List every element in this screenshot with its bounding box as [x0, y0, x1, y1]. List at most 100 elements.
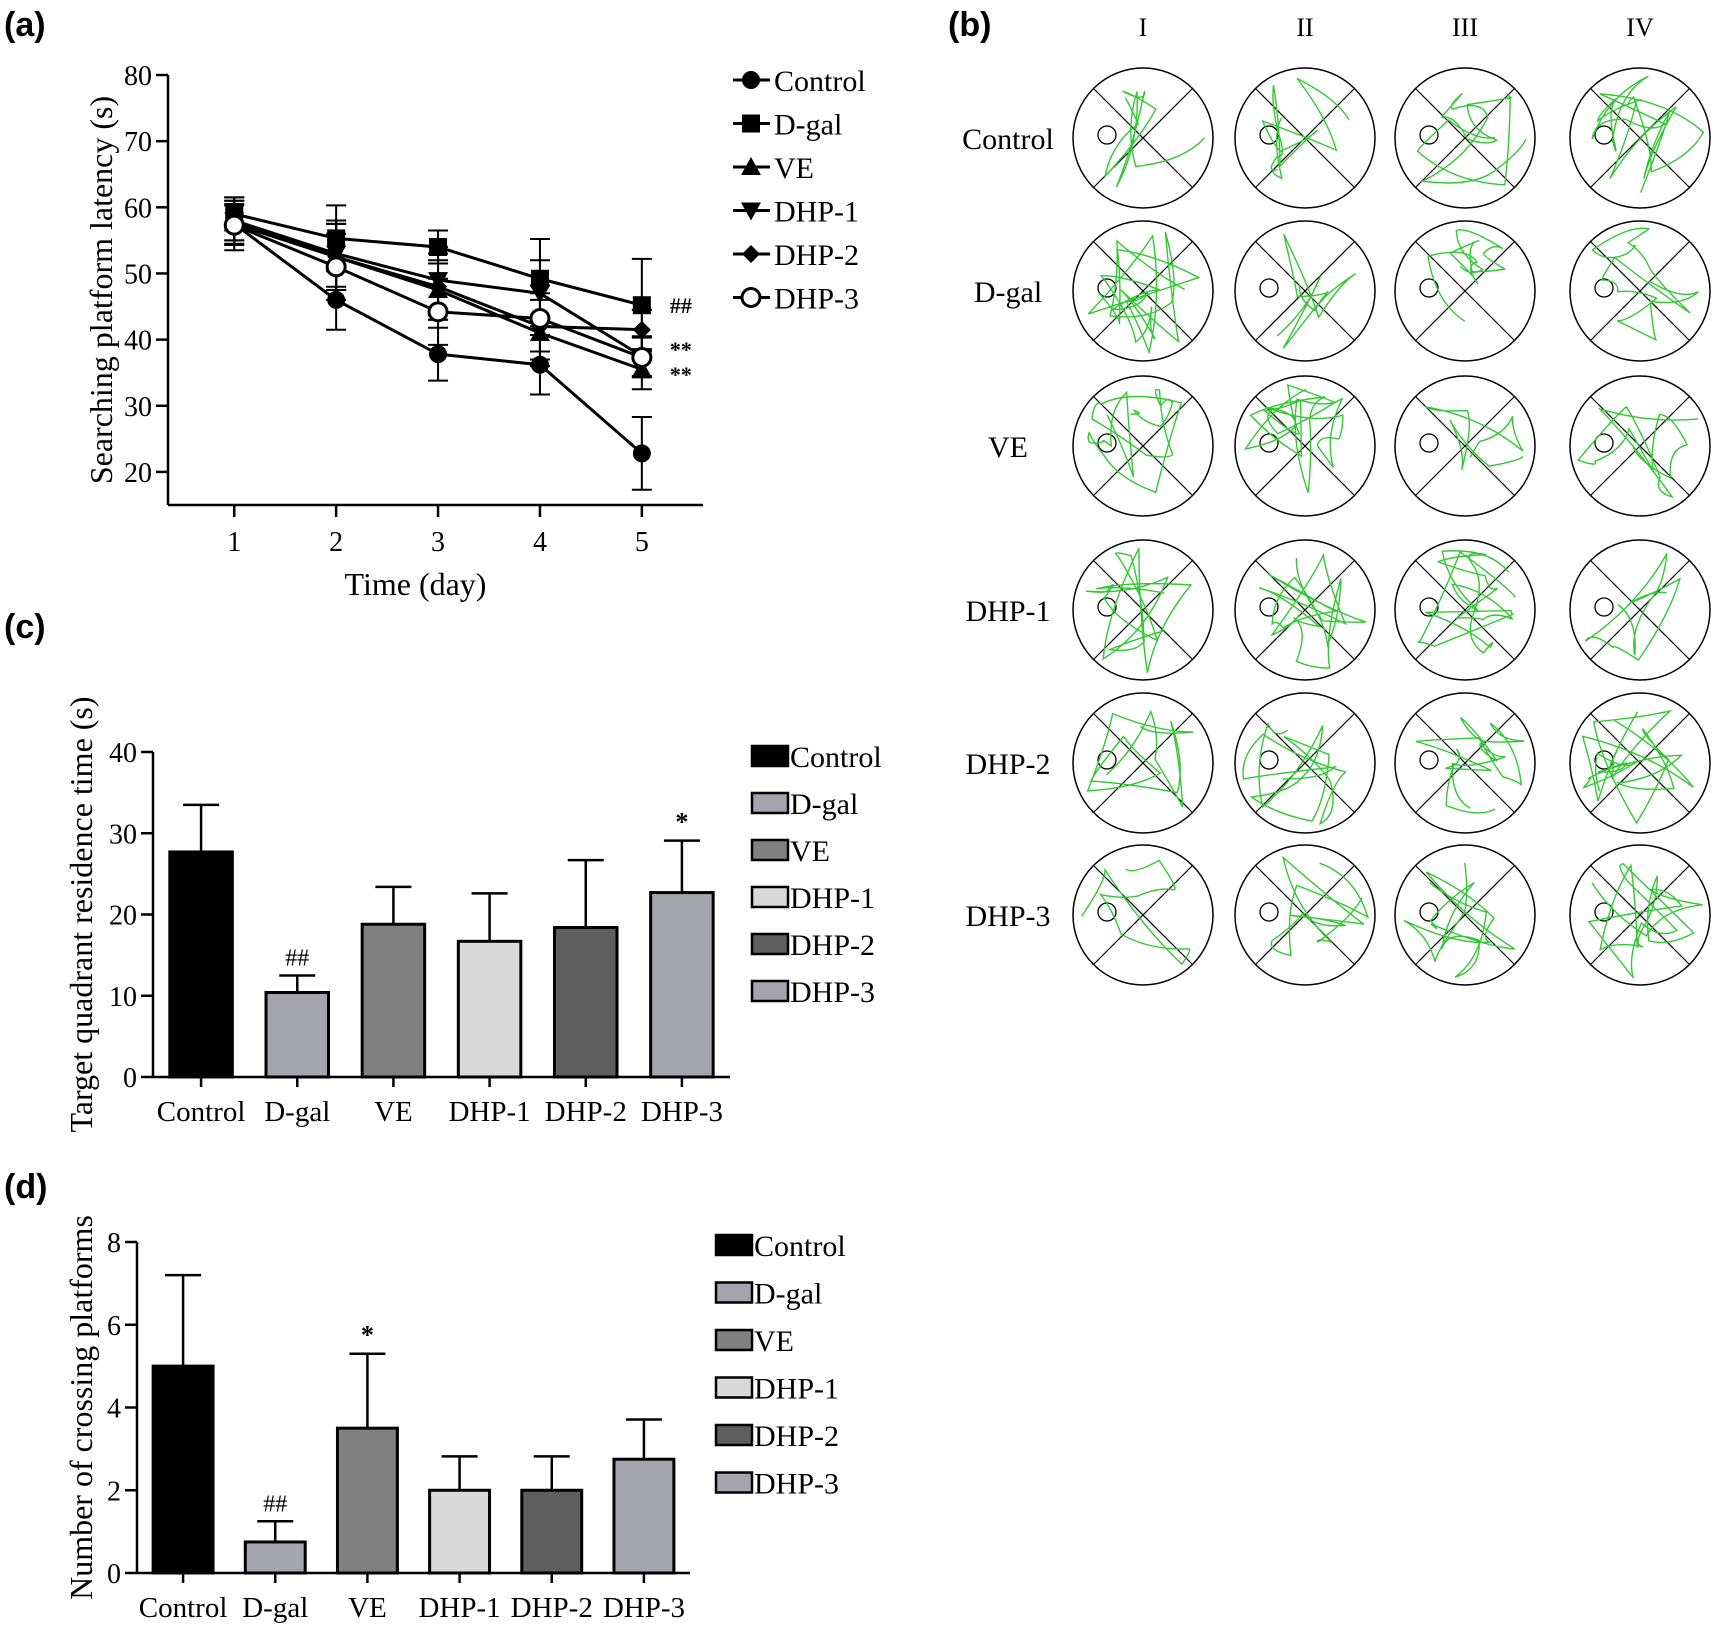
data-point [632, 320, 651, 339]
quadrant-line [1415, 396, 1515, 496]
row-label: D-gal [974, 276, 1042, 309]
quadrant-line [1093, 865, 1193, 965]
legend-swatch [750, 979, 790, 1003]
significance-mark: * [361, 1321, 374, 1350]
quadrant-line [1093, 713, 1193, 813]
y-tick-label: 80 [124, 61, 152, 92]
y-axis-title: Target quadrant residence time (s) [63, 696, 99, 1132]
legend-label: Control [754, 1230, 846, 1263]
y-tick-label: 2 [107, 1476, 121, 1507]
data-point [631, 346, 653, 368]
swim-track [1258, 552, 1367, 669]
track-cell [1394, 844, 1536, 986]
platform-circle [1419, 278, 1439, 298]
swim-track [1081, 859, 1191, 966]
quadrant-line [1255, 713, 1355, 813]
column-header: II [1296, 13, 1313, 42]
significance-mark: ** [670, 362, 692, 387]
y-tick-label: 8 [107, 1228, 121, 1259]
y-tick-label: 0 [107, 1559, 121, 1590]
legend-label: DHP-2 [774, 239, 859, 272]
legend-swatch [714, 1423, 754, 1447]
bar [264, 991, 331, 1079]
legend-marker [741, 202, 761, 221]
legend-label: VE [774, 152, 814, 185]
legend-marker [742, 245, 760, 263]
platform-circle [1259, 433, 1279, 453]
bar-chart-crossings: 0 2 4 6 8 Control Control D-gal D-gal VE VE DHP-1 DH… [63, 1215, 846, 1624]
x-tick-label: 2 [329, 527, 343, 558]
bar [360, 922, 427, 1079]
legend-label: DHP-3 [754, 1468, 839, 1501]
bar [520, 1488, 584, 1575]
x-tick-label: DHP-3 [603, 1592, 685, 1624]
track-cell [1072, 67, 1214, 209]
y-tick-label: 10 [109, 982, 137, 1013]
data-point [632, 444, 651, 463]
bar [428, 1488, 492, 1575]
quadrant-line [1093, 396, 1193, 496]
swim-track [1416, 92, 1527, 186]
x-tick-label: 4 [533, 527, 547, 558]
quadrant-line [1093, 560, 1193, 660]
platform-circle [1594, 597, 1614, 617]
legend-label: DHP-1 [790, 882, 875, 915]
quadrant-line [1255, 241, 1355, 341]
data-point [529, 307, 551, 329]
platform-circle [1594, 902, 1614, 922]
data-point [427, 301, 449, 323]
bar [168, 850, 234, 1079]
track-cell [1072, 539, 1214, 681]
swim-track [1417, 550, 1517, 654]
legend-label: DHP-2 [790, 929, 875, 962]
x-axis-title: Time (day) [345, 566, 487, 602]
track-cell [1569, 67, 1711, 209]
quadrant-line [1255, 396, 1355, 496]
legend-swatch [714, 1471, 754, 1494]
track-cell [1569, 220, 1711, 362]
bar [612, 1457, 676, 1575]
track-cell [1394, 220, 1536, 362]
bar [335, 1426, 399, 1575]
x-tick-label: VE [348, 1592, 387, 1624]
swim-track [1415, 716, 1525, 814]
x-tick-label: DHP-1 [418, 1592, 500, 1624]
platform-circle [1259, 902, 1279, 922]
y-tick-label: 30 [109, 819, 137, 850]
column-header: III [1452, 13, 1478, 42]
panel-c-label: (c) [4, 608, 46, 646]
legend-label: DHP-2 [754, 1420, 839, 1453]
x-tick-label: VE [374, 1096, 413, 1128]
platform-circle [1097, 750, 1117, 770]
legend-swatch [750, 885, 790, 909]
quadrant-line [1590, 241, 1690, 341]
swim-track [1591, 75, 1705, 193]
track-cell [1234, 375, 1376, 517]
significance-mark: ** [670, 337, 692, 362]
legend-swatch [750, 838, 790, 862]
swim-track [1103, 90, 1205, 188]
legend-marker [742, 71, 760, 89]
track-cell [1234, 220, 1376, 362]
legend-label: Control [790, 741, 882, 774]
track-cell [1394, 692, 1536, 834]
track-cell [1569, 375, 1711, 517]
platform-circle [1259, 125, 1279, 145]
platform-circle [1097, 278, 1117, 298]
platform-circle [1594, 433, 1614, 453]
line-chart-latency: 20 30 40 50 60 70 80 1 2 3 4 5 Time (day) Searching p… [83, 61, 866, 602]
bar-chart-residence-time: 0 10 20 30 40 Control Control D-gal D-gal VE VE DHP… [63, 696, 882, 1132]
legend-swatch [750, 932, 790, 956]
x-tick-label: 3 [431, 527, 445, 558]
y-tick-label: 40 [124, 326, 152, 357]
panel-d-label: (d) [4, 1168, 48, 1206]
legend-label: Control [774, 65, 866, 98]
bar [456, 939, 523, 1079]
track-cell [1072, 844, 1214, 986]
significance-mark: * [675, 808, 688, 837]
column-header: I [1139, 13, 1148, 42]
quadrant-line [1255, 560, 1355, 660]
y-tick-label: 60 [124, 193, 152, 224]
